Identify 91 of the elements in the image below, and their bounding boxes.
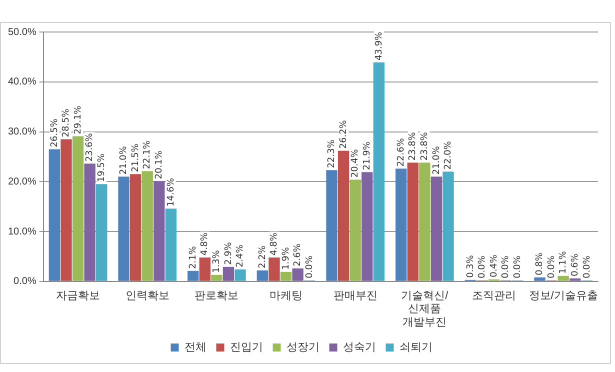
data-label: 2.6% bbox=[293, 243, 304, 266]
data-label: 23.6% bbox=[85, 132, 96, 162]
data-label: 4.8% bbox=[270, 232, 280, 256]
bar bbox=[256, 270, 268, 281]
data-label: 22.0% bbox=[444, 140, 454, 170]
data-label: 0.0% bbox=[512, 255, 523, 278]
data-label: 19.5% bbox=[96, 153, 107, 182]
x-tick-label: 판매부진 bbox=[333, 290, 378, 302]
data-label: 0.0% bbox=[304, 255, 315, 278]
data-label: 21.0% bbox=[432, 146, 442, 175]
legend-label: 진입기 bbox=[230, 342, 263, 354]
data-label: 1.3% bbox=[212, 250, 222, 273]
bar bbox=[72, 136, 84, 281]
bar bbox=[396, 168, 407, 281]
bar bbox=[142, 171, 153, 281]
data-label: 0.3% bbox=[466, 254, 476, 278]
y-tick-label: 40.0% bbox=[8, 76, 36, 88]
data-label: 22.3% bbox=[327, 139, 338, 168]
y-tick-label: 0.0% bbox=[14, 276, 36, 288]
bar bbox=[165, 208, 177, 281]
bar bbox=[326, 170, 338, 281]
legend-label: 전체 bbox=[184, 342, 206, 354]
data-label: 22.1% bbox=[142, 140, 153, 170]
data-label: 20.1% bbox=[154, 150, 164, 180]
x-tick-label: 조직관리 bbox=[472, 290, 516, 302]
bar bbox=[211, 274, 222, 281]
data-label: 1.9% bbox=[281, 246, 292, 270]
bar bbox=[188, 270, 199, 281]
bar bbox=[280, 272, 292, 281]
data-label: 23.8% bbox=[420, 132, 430, 161]
x-tick-label: 기술혁신/ 신제품 개발부진 bbox=[401, 290, 450, 328]
bar bbox=[130, 174, 142, 281]
x-tick-label: 판로확보 bbox=[194, 290, 239, 302]
x-tick-label: 자금확보 bbox=[56, 290, 100, 302]
legend-label: 성장기 bbox=[286, 342, 320, 354]
bar bbox=[60, 139, 72, 281]
bar bbox=[84, 164, 96, 281]
y-tick-label: 10.0% bbox=[8, 226, 36, 238]
x-tick-label: 정보/기술유출 bbox=[528, 290, 598, 302]
data-label: 2.1% bbox=[188, 246, 198, 269]
data-label: 0.0% bbox=[546, 255, 557, 278]
data-label: 21.9% bbox=[362, 141, 372, 170]
data-label: 1.1% bbox=[558, 250, 569, 274]
y-tick-label: 20.0% bbox=[8, 176, 36, 188]
data-label: 0.8% bbox=[535, 252, 546, 276]
data-label: 2.2% bbox=[258, 245, 268, 268]
data-label: 0.0% bbox=[582, 255, 592, 278]
bar bbox=[96, 184, 108, 281]
data-label: 4.8% bbox=[200, 232, 210, 256]
data-label: 22.6% bbox=[396, 138, 406, 167]
bar bbox=[48, 149, 60, 281]
bar bbox=[419, 162, 430, 281]
data-label: 20.4% bbox=[350, 148, 361, 178]
x-tick-label: 인력확보 bbox=[125, 290, 170, 302]
bar bbox=[442, 172, 454, 281]
data-label: 23.8% bbox=[408, 132, 418, 161]
bar bbox=[292, 268, 304, 281]
data-label: 0.0% bbox=[501, 255, 512, 278]
bar bbox=[338, 150, 350, 281]
y-tick-label: 30.0% bbox=[8, 126, 36, 138]
bar bbox=[430, 176, 442, 281]
bar bbox=[199, 257, 210, 281]
bar bbox=[570, 278, 581, 281]
bar bbox=[558, 276, 569, 281]
data-label: 14.6% bbox=[166, 178, 176, 207]
data-label: 2.9% bbox=[224, 242, 234, 265]
data-label: 2.4% bbox=[236, 244, 246, 268]
data-label: 0.4% bbox=[489, 254, 500, 278]
legend-label: 쇠퇴기 bbox=[399, 342, 432, 354]
legend-label: 성숙기 bbox=[342, 342, 376, 354]
bar bbox=[118, 176, 130, 281]
bar bbox=[362, 172, 373, 281]
data-label: 21.5% bbox=[130, 143, 141, 172]
x-tick-label: 마케팅 bbox=[270, 290, 303, 302]
y-tick-label: 50.0% bbox=[8, 26, 36, 38]
data-label: 0.0% bbox=[478, 255, 488, 278]
data-label: 0.6% bbox=[570, 253, 580, 276]
data-label: 26.2% bbox=[338, 120, 349, 149]
bar bbox=[222, 266, 234, 281]
bar bbox=[534, 277, 546, 281]
bar bbox=[407, 162, 418, 281]
bar bbox=[350, 180, 361, 281]
data-label: 28.5% bbox=[62, 108, 72, 138]
data-label: 21.0% bbox=[119, 146, 130, 175]
bar bbox=[154, 181, 165, 281]
data-label: 26.5% bbox=[50, 118, 60, 148]
bar bbox=[234, 269, 246, 281]
bar bbox=[373, 62, 385, 281]
bar bbox=[268, 257, 280, 281]
data-label: 29.1% bbox=[73, 105, 84, 134]
data-label: 43.9% bbox=[374, 31, 384, 60]
